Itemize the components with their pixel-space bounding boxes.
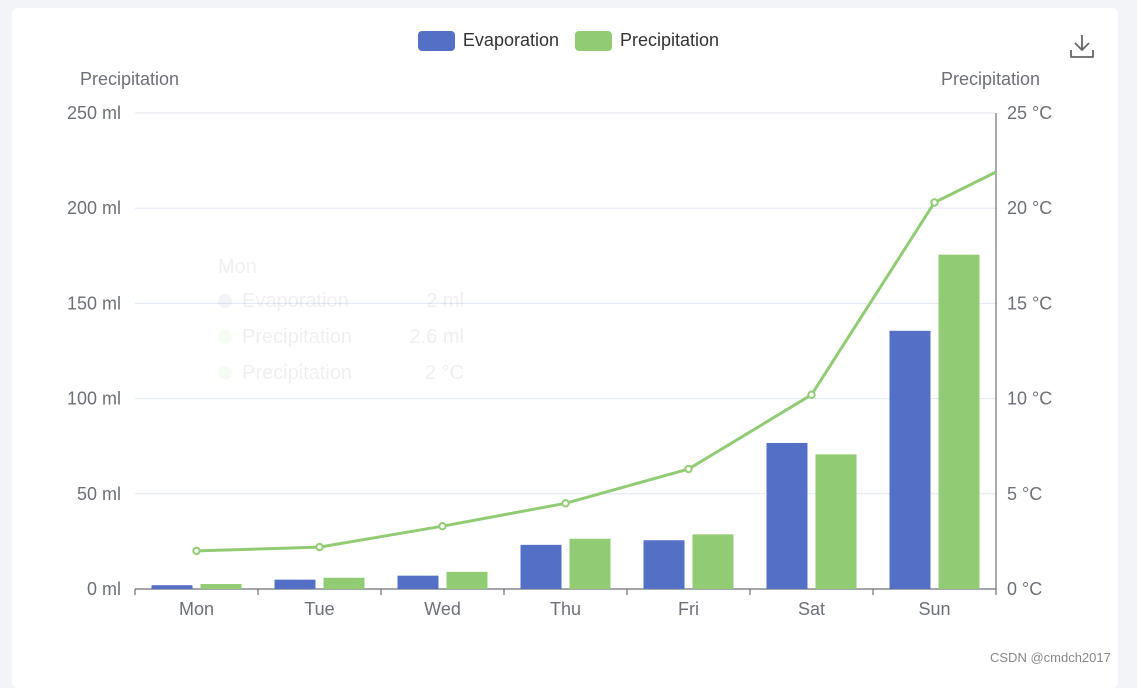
- tooltip-row: Evaporation 2 ml: [218, 290, 464, 313]
- left-tick-label: 50 ml: [77, 484, 121, 504]
- bar-evaporation: [520, 544, 562, 589]
- tooltip-row-label: Evaporation: [242, 290, 349, 312]
- line-point: [561, 499, 570, 508]
- tooltip-row: Precipitation 2.6 ml: [218, 326, 464, 349]
- bar-evaporation: [889, 330, 931, 589]
- tooltip: Mon Evaporation 2 ml Precipitation 2.6 m…: [200, 248, 482, 394]
- left-tick-label: 250 ml: [67, 103, 121, 123]
- left-tick-label: 150 ml: [67, 293, 121, 313]
- tooltip-row-label: Precipitation: [242, 362, 353, 384]
- x-tick-label: Fri: [678, 599, 699, 619]
- right-tick-label: 10 °C: [1007, 389, 1052, 409]
- x-tick-label: Sun: [918, 599, 950, 619]
- tooltip-dot: [218, 330, 232, 344]
- tooltip-row-value: 2 ml: [426, 290, 464, 312]
- legend-label-precipitation: Precipitation: [620, 30, 720, 50]
- line-point: [684, 464, 693, 474]
- bar-precipitation: [323, 577, 365, 589]
- bar-precipitation: [446, 571, 488, 589]
- chart-plot: 0 ml 50 ml 100 ml 150 ml 200 ml 250 ml 0 °C 5 °…: [67, 103, 1052, 619]
- bar-precipitation: [815, 454, 857, 589]
- x-tick-label: Thu: [550, 599, 581, 619]
- bar-evaporation: [151, 585, 193, 589]
- line-point: [807, 390, 816, 399]
- right-tick-label: 0 °C: [1007, 579, 1042, 599]
- bar-precipitation: [938, 254, 980, 589]
- bar-evaporation: [766, 442, 808, 589]
- left-axis-name: Precipitation: [80, 69, 180, 89]
- tooltip-dot: [218, 294, 232, 308]
- chart-card: [12, 8, 1118, 688]
- tooltip-dot: [218, 366, 232, 380]
- tooltip-title: Mon: [218, 256, 257, 278]
- legend-item-precipitation[interactable]: Precipitation: [575, 30, 719, 51]
- line-point: [438, 521, 447, 531]
- bar-precipitation: [200, 584, 242, 589]
- tooltip-row-value: 2.6 ml: [409, 326, 464, 348]
- legend-item-evaporation[interactable]: Evaporation: [417, 30, 559, 51]
- left-tick-label: 0 ml: [87, 579, 121, 599]
- right-tick-label: 25 °C: [1007, 103, 1052, 123]
- watermark: CSDN @cmdch2017: [990, 650, 1111, 665]
- bar-precipitation: [569, 538, 611, 589]
- line-series-temperature: [196, 170, 997, 553]
- legend-swatch-evaporation: [417, 30, 455, 51]
- right-tick-label: 20 °C: [1007, 198, 1052, 218]
- tooltip-row-value: 2 °C: [424, 362, 464, 384]
- line-point: [315, 542, 324, 552]
- right-tick-label: 15 °C: [1007, 293, 1052, 313]
- x-tick-label: Wed: [424, 599, 461, 619]
- bar-evaporation: [274, 579, 316, 589]
- tooltip-row: Precipitation 2 °C: [218, 362, 464, 385]
- x-tick-label: Mon: [179, 599, 214, 619]
- bar-precipitation: [692, 534, 734, 589]
- right-axis-name: Precipitation: [941, 69, 1041, 89]
- bar-evaporation: [397, 575, 439, 589]
- legend: Evaporation Precipitation: [0, 30, 1137, 51]
- download-icon[interactable]: [1068, 32, 1096, 60]
- line-point: [192, 546, 201, 556]
- left-tick-label: 200 ml: [67, 198, 121, 218]
- legend-swatch-precipitation: [575, 30, 612, 51]
- legend-label-evaporation: Evaporation: [462, 30, 559, 50]
- left-tick-label: 100 ml: [67, 389, 121, 409]
- line-point: [930, 198, 939, 207]
- tooltip-row-label: Precipitation: [242, 326, 353, 348]
- bar-evaporation: [643, 540, 685, 589]
- right-tick-label: 5 °C: [1007, 484, 1042, 504]
- x-tick-label: Sat: [798, 599, 825, 619]
- x-tick-label: Tue: [304, 599, 334, 619]
